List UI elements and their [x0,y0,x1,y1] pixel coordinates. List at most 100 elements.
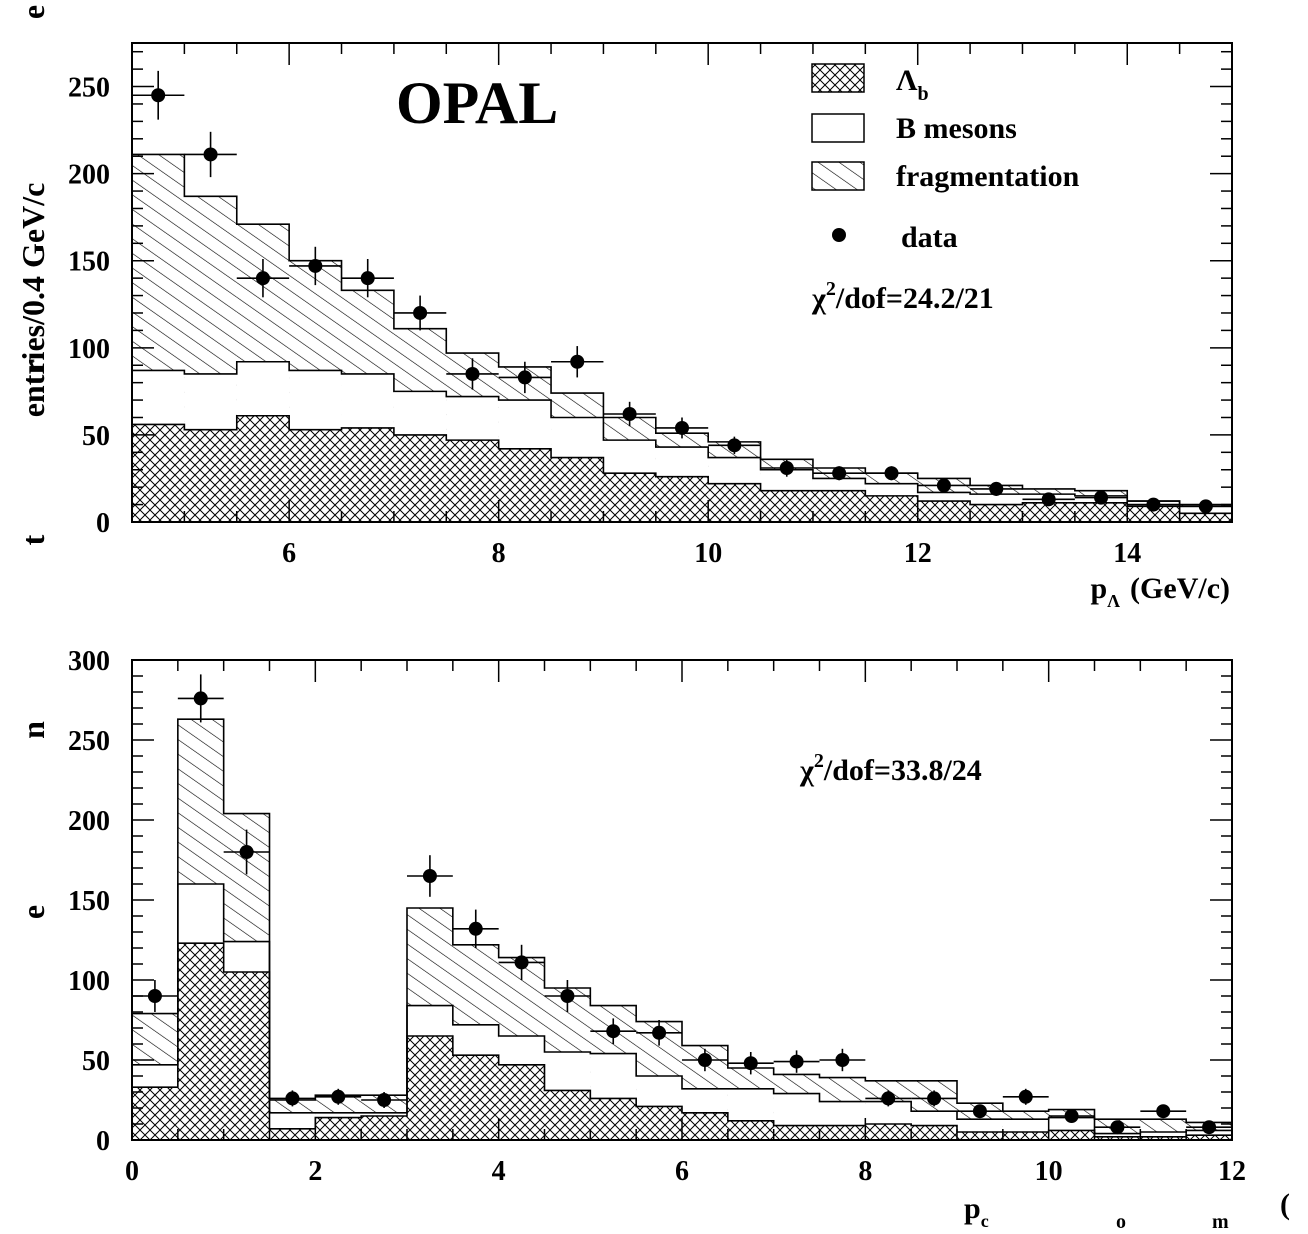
bottom-xtick-label: 2 [308,1156,322,1187]
bottom-crosshatch-bar-15 [819,1125,866,1140]
bottom-data-point-11 [652,1025,667,1040]
legend-label-fragmentation: fragmentation [896,160,1080,193]
top-crosshatch-bar-16 [970,504,1023,522]
bottom-data-point-1 [193,691,208,706]
bottom-data-point-12 [697,1053,712,1067]
top-crosshatch-bar-19 [1127,506,1180,522]
top-crosshatch-bar-5 [393,434,447,522]
bottom-xlabel-tail-paren: ( [1280,1188,1290,1221]
bottom-data-point-8 [514,955,529,970]
bottom-ytick-label: 250 [68,726,110,757]
bottom-ytick-label: 0 [96,1126,110,1157]
top-ytick-label: 50 [82,421,110,452]
top-open-outline [132,360,1232,508]
top-plot-area: 0 50 100 150 200 250 6 8 10 12 14 [68,42,1233,569]
top-data-point-19 [1146,497,1161,512]
top-crosshatch-bar-8 [551,457,604,522]
bottom-data-point-15 [835,1053,850,1067]
top-xtick-label: 10 [694,538,722,569]
bottom-plot-area: 0 50 100 150 200 250 300 0 2 4 6 8 10 12 [68,646,1246,1187]
experiment-label: OPAL [396,70,558,136]
legend-swatch-lambdab [811,63,865,93]
top-data-point-10 [675,420,689,435]
bottom-data-point-23 [1202,1120,1217,1135]
top-ytick-label: 200 [68,160,110,191]
bottom-ytick-label: 150 [68,886,110,917]
top-crosshatch-bar-7 [498,448,552,522]
bottom-data-point-18 [972,1104,987,1119]
top-crosshatch-bar-6 [446,440,499,522]
bottom-xtick-label: 10 [1035,1156,1063,1187]
bottom-xtick-label: 6 [675,1156,689,1187]
top-crosshatch-bar-14 [865,495,918,522]
bottom-crosshatch-bar-3 [269,1128,316,1140]
bottom-data-point-19 [1018,1089,1033,1104]
top-crosshatch-bar-9 [603,473,656,522]
bottom-crosshatch-bar-21 [1094,1136,1141,1140]
bottom-crosshatch-bar-0 [132,1087,178,1140]
legend-label-lambdab: Λb [896,64,929,105]
bottom-chi2-label: χ2/dof=33.8/24 [799,750,982,787]
bottom-data-point-6 [422,869,437,883]
bottom-crosshatch-bar-2 [223,972,270,1140]
legend-marker-data [832,228,846,242]
top-xtick-label: 12 [904,538,932,569]
top-crosshatch-bar-0 [132,424,185,522]
bottom-data-point-10 [606,1024,621,1039]
bottom-crosshatch-bar-12 [682,1112,728,1140]
bottom-crosshatch-bar-11 [636,1106,682,1140]
top-chi2-label: χ2/dof=24.2/21 [811,278,994,315]
top-ylabel-extra-r: r [15,359,51,373]
top-data-point-16 [989,481,1004,496]
top-data-point-8 [570,354,585,369]
bottom-xlabel-tail-m: m [1212,1211,1229,1233]
bottom-xtick-label: 0 [125,1156,139,1187]
top-data-point-0 [151,88,166,103]
bottom-ylabel-e: e [15,905,51,919]
bottom-crosshatch-bar-20 [1048,1130,1095,1140]
top-data-point-3 [308,258,323,273]
top-data-point-17 [1041,492,1056,507]
bottom-data-point-0 [147,989,162,1003]
top-crosshatch-bar-2 [236,415,290,522]
bottom-crosshatch-bar-22 [1140,1136,1187,1140]
top-ytick-label: 0 [96,508,110,539]
top-data-point-13 [832,466,847,481]
legend-swatch-fragmentation [811,161,865,191]
bottom-data-point-3 [285,1091,300,1106]
bottom-data-point-9 [560,989,575,1003]
bottom-crosshatch-bar-9 [544,1090,591,1140]
legend-label-data: data [901,221,958,254]
top-data-point-12 [779,461,794,476]
top-data-point-15 [936,478,951,493]
bottom-data-point-20 [1064,1109,1079,1123]
bottom-xlabel-tail-o: o [1116,1211,1126,1233]
top-data-point-14 [884,466,899,481]
bottom-xtick-label: 12 [1218,1156,1246,1187]
legend: Λb B mesons fragmentation data [811,63,1080,254]
top-data-point-9 [622,407,637,422]
top-crosshatch-bar-3 [289,429,342,522]
top-ylabel-extra-e: e [15,5,51,19]
bottom-crosshatch-bar-7 [452,1055,499,1140]
top-data-point-2 [255,271,270,286]
bottom-data-point-14 [789,1054,804,1069]
bottom-crosshatch-bar-6 [407,1036,453,1140]
top-ylabel-extra-t: t [15,534,51,545]
top-crosshatch-bar-1 [184,429,237,522]
top-data-point-5 [413,305,428,320]
top-xtick-label: 8 [492,538,506,569]
bottom-xtick-label: 4 [492,1156,506,1187]
top-xlabel: pΛ (GeV/c) [1090,572,1230,611]
bottom-crosshatch-bar-16 [865,1124,912,1140]
bottom-data-point-5 [377,1093,392,1107]
top-ylabel: entries/0.4 GeV/c [15,183,51,418]
top-crosshatch-bar-12 [760,490,813,522]
top-xtick-label: 6 [282,538,296,569]
bottom-open-outline [132,883,1232,1135]
bottom-data-point-13 [743,1056,758,1071]
top-crosshatch-bar-13 [812,490,866,522]
bottom-xtick-label: 8 [858,1156,872,1187]
bottom-crosshatch-bar-18 [957,1132,1003,1140]
